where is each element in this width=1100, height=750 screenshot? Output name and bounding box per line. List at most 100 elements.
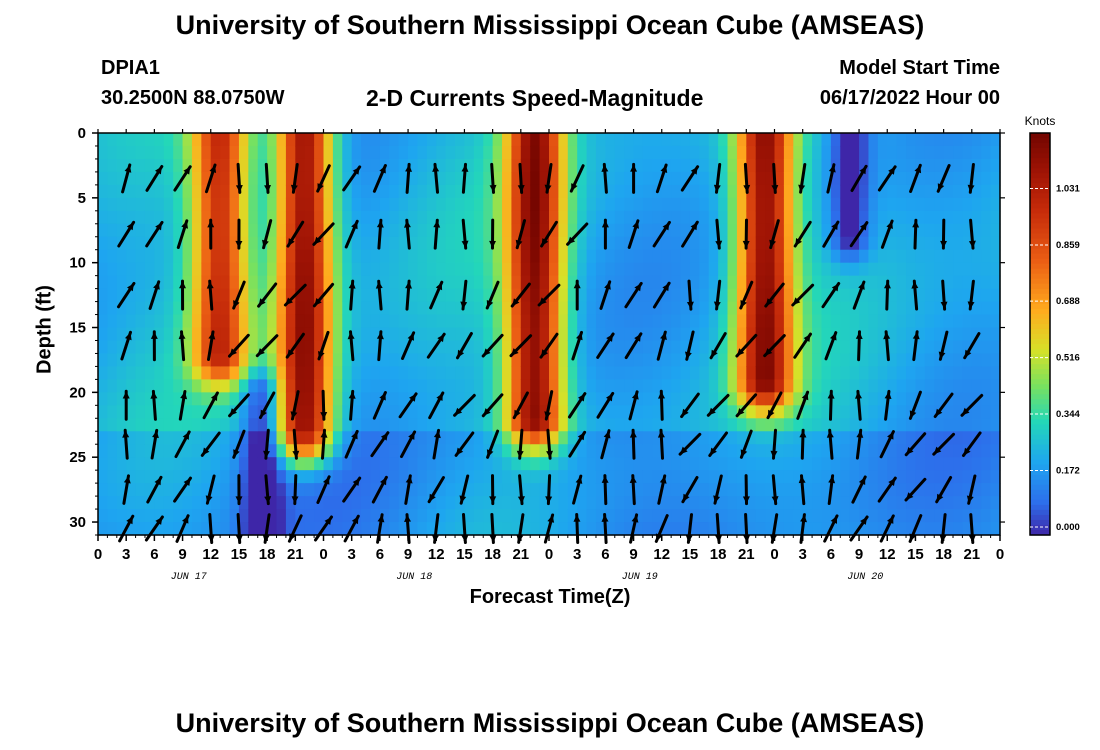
current-vector: [173, 476, 192, 503]
heat-cell: [210, 366, 221, 380]
heat-cell: [539, 340, 550, 355]
heat-cell: [614, 418, 625, 432]
heat-cell: [614, 210, 625, 225]
heat-cell: [624, 197, 635, 212]
heat-cell: [567, 275, 578, 290]
heat-cell: [558, 171, 569, 186]
heat-cell: [774, 184, 785, 199]
heat-cell: [755, 522, 766, 536]
heat-cell: [126, 340, 137, 355]
heat-cell: [116, 392, 127, 406]
heat-cell: [689, 171, 700, 186]
colorbar-segment: [1030, 354, 1050, 360]
heat-cell: [248, 457, 259, 471]
current-vector: [376, 218, 384, 250]
heat-cell: [699, 327, 710, 342]
heat-cell: [417, 223, 428, 238]
colorbar-segment: [1030, 454, 1050, 461]
heat-cell: [182, 210, 193, 225]
heat-cell: [906, 158, 917, 173]
heat-cell: [182, 405, 193, 419]
colorbar-segment: [1030, 233, 1050, 240]
colorbar-segment: [1030, 298, 1050, 305]
heat-cell: [182, 366, 193, 380]
heat-cell: [699, 522, 710, 536]
heat-cell: [577, 249, 588, 264]
heat-cell: [877, 340, 888, 355]
heat-cell: [887, 496, 898, 510]
heat-cell: [671, 444, 682, 458]
heat-cell: [755, 366, 766, 380]
current-vector: [178, 330, 186, 362]
heat-cell: [408, 340, 419, 355]
x-tick-label: 21: [963, 546, 980, 563]
heat-cell: [802, 405, 813, 419]
colorbar-segment: [1030, 303, 1050, 310]
heat-cell: [426, 145, 437, 160]
heat-cell: [849, 392, 860, 406]
heat-cell: [426, 340, 437, 355]
heat-cell: [229, 431, 240, 445]
current-vector: [884, 389, 892, 421]
heat-cell: [887, 184, 898, 199]
heat-cell: [126, 509, 137, 523]
heat-cell: [567, 340, 578, 355]
heat-cell: [408, 405, 419, 419]
heat-cell: [558, 301, 569, 316]
colorbar-segment: [1030, 504, 1050, 511]
heat-cell: [502, 444, 513, 458]
heat-cell: [755, 418, 766, 432]
heat-cell: [934, 133, 945, 147]
heat-cell: [746, 353, 757, 368]
heat-cell: [680, 366, 691, 380]
heat-cell: [746, 210, 757, 225]
heat-cell: [915, 184, 926, 199]
heat-cell: [652, 457, 663, 471]
heat-cell: [379, 353, 390, 368]
heat-cell: [765, 249, 776, 264]
heat-cell: [567, 158, 578, 173]
heat-cell: [830, 366, 841, 380]
heat-cell: [765, 340, 776, 355]
heat-cell: [793, 275, 804, 290]
heat-cell: [981, 171, 992, 186]
heat-cell: [990, 262, 1001, 277]
heat-cell: [135, 509, 146, 523]
heat-cell: [859, 210, 870, 225]
heat-cell: [793, 223, 804, 238]
heat-cell: [586, 522, 597, 536]
heat-cell: [783, 509, 794, 523]
heat-cell: [981, 522, 992, 536]
heat-cell: [765, 158, 776, 173]
heat-cell: [971, 444, 982, 458]
heat-cell: [173, 522, 184, 536]
heat-cell: [332, 249, 343, 264]
heat-cell: [267, 496, 278, 510]
heat-cell: [765, 184, 776, 199]
heat-cell: [426, 223, 437, 238]
heat-cell: [267, 418, 278, 432]
heat-cell: [802, 210, 813, 225]
heat-cell: [220, 197, 231, 212]
heat-cell: [144, 158, 155, 173]
heat-cell: [229, 314, 240, 329]
heat-cell: [238, 457, 249, 471]
heat-cell: [436, 236, 447, 251]
heat-cell: [689, 288, 700, 303]
heat-cell: [370, 262, 381, 277]
heat-cell: [840, 392, 851, 406]
heat-cell: [727, 158, 738, 173]
heat-cell: [971, 210, 982, 225]
heat-cell: [408, 210, 419, 225]
heat-cell: [680, 262, 691, 277]
heat-cell: [285, 418, 296, 432]
heat-cell: [436, 340, 447, 355]
heat-cell: [408, 145, 419, 160]
heat-cell: [962, 314, 973, 329]
heat-cell: [689, 210, 700, 225]
heat-cell: [163, 483, 174, 497]
heat-cell: [924, 470, 935, 484]
heat-cell: [361, 470, 372, 484]
heat-cell: [163, 431, 174, 445]
